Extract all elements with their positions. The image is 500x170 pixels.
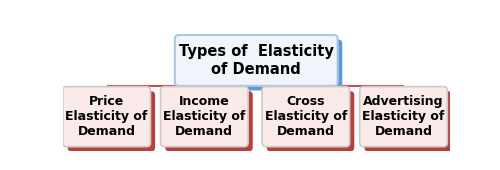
- FancyBboxPatch shape: [266, 91, 354, 151]
- FancyBboxPatch shape: [63, 87, 150, 147]
- Text: Price
Elasticity of
Demand: Price Elasticity of Demand: [66, 95, 148, 138]
- Text: Cross
Elasticity of
Demand: Cross Elasticity of Demand: [264, 95, 347, 138]
- Text: Types of  Elasticity
of Demand: Types of Elasticity of Demand: [179, 44, 334, 77]
- FancyBboxPatch shape: [160, 87, 248, 147]
- FancyBboxPatch shape: [175, 35, 338, 86]
- FancyBboxPatch shape: [68, 91, 155, 151]
- Text: Income
Elasticity of
Demand: Income Elasticity of Demand: [163, 95, 246, 138]
- FancyBboxPatch shape: [262, 87, 350, 147]
- FancyBboxPatch shape: [364, 91, 452, 151]
- FancyBboxPatch shape: [165, 91, 253, 151]
- FancyBboxPatch shape: [360, 87, 448, 147]
- Text: Advertising
Elasticity of
Demand: Advertising Elasticity of Demand: [362, 95, 444, 138]
- FancyBboxPatch shape: [180, 40, 342, 90]
